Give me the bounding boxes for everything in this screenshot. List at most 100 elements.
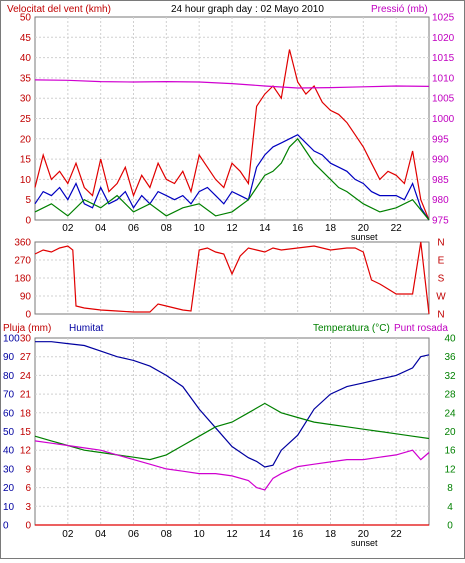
rain-tick-0: 0: [25, 521, 31, 532]
direction-tick-180: 180: [14, 274, 31, 285]
rain-axis-label: Pluja (mm): [3, 323, 51, 334]
x-tick-18: 18: [325, 223, 337, 234]
x-tick-04: 04: [95, 223, 107, 234]
temperature-line: [34, 402, 430, 461]
pressure-tick-1000: 1000: [432, 114, 455, 125]
humidity-tick-30: 30: [3, 464, 15, 475]
temperature-axis-ticks: 0 4 8 12 16 20 24 28 32 36 40: [444, 334, 456, 532]
x-tick-12: 12: [226, 529, 238, 540]
panel3-grid: [35, 338, 429, 525]
wind-tick-20: 20: [20, 134, 32, 145]
temperature-axis-label: Temperatura (°C): [313, 323, 390, 334]
panel1-grid: [35, 17, 429, 220]
direction-tick-360: 360: [14, 238, 31, 249]
chart-title: 24 hour graph day : 02 Mayo 2010: [171, 4, 324, 15]
wind-tick-15: 15: [20, 155, 32, 166]
dewpoint-line: [34, 440, 430, 491]
humidity-axis-ticks: 0 10 20 30 40 50 60 70 80 90 100: [3, 334, 20, 532]
compass-tick-W: W: [436, 292, 446, 303]
wind-tick-30: 30: [20, 94, 32, 105]
dewpoint-axis-label: Punt rosada: [394, 323, 448, 334]
x-tick-08: 08: [161, 529, 173, 540]
wind-average-line: [34, 133, 430, 221]
direction-tick-270: 270: [14, 256, 31, 267]
humidity-tick-60: 60: [3, 408, 15, 419]
rain-tick-15: 15: [20, 427, 32, 438]
wind-tick-35: 35: [20, 73, 32, 84]
x-tick-06: 06: [128, 529, 140, 540]
panel2-grid: [35, 242, 429, 314]
humidity-line: [35, 341, 430, 468]
x-tick-16: 16: [292, 529, 304, 540]
pressure-tick-990: 990: [432, 155, 449, 166]
wind-tick-40: 40: [20, 53, 32, 64]
compass-tick-N: N: [437, 310, 444, 321]
wind-tick-25: 25: [20, 114, 32, 125]
direction-axis-ticks: 0 90 180 270 360: [14, 238, 31, 321]
temp-tick-12: 12: [444, 464, 456, 475]
wind-tick-50: 50: [20, 13, 32, 24]
wind-tick-10: 10: [20, 175, 32, 186]
panel2-series: [34, 241, 430, 315]
x-tick-14: 14: [259, 529, 271, 540]
rain-tick-27: 27: [20, 352, 32, 363]
pressure-tick-1025: 1025: [432, 13, 455, 24]
wind-tick-45: 45: [20, 33, 32, 44]
wind-axis-ticks: 0 5 10 15 20 25 30 35 40 45 50: [20, 13, 32, 227]
wind-tick-5: 5: [25, 195, 31, 206]
x-tick-04: 04: [95, 529, 107, 540]
panel1-series: [34, 49, 430, 221]
humidity-tick-90: 90: [3, 352, 15, 363]
temp-tick-32: 32: [444, 371, 456, 382]
x-tick-02: 02: [62, 529, 74, 540]
x-tick-14: 14: [259, 223, 271, 234]
humidity-axis-label: Humitat: [69, 323, 104, 334]
x-tick-10: 10: [194, 223, 206, 234]
rain-tick-3: 3: [25, 502, 31, 513]
pressure-tick-1020: 1020: [432, 33, 455, 44]
wind-speed-line: [34, 137, 430, 221]
direction-tick-90: 90: [20, 292, 32, 303]
temp-tick-24: 24: [444, 408, 456, 419]
pressure-tick-1015: 1015: [432, 53, 455, 64]
humidity-tick-0: 0: [3, 521, 9, 532]
pressure-tick-975: 975: [432, 216, 449, 227]
humidity-tick-100: 100: [3, 334, 20, 345]
rain-tick-12: 12: [20, 446, 32, 457]
rain-tick-18: 18: [20, 408, 32, 419]
wind-direction-line: [34, 241, 430, 315]
pressure-tick-995: 995: [432, 134, 449, 145]
x-tick-06: 06: [128, 223, 140, 234]
compass-tick-E: E: [438, 256, 445, 267]
x-tick-22: 22: [391, 223, 403, 234]
sunset-label: sunset: [351, 232, 378, 242]
panel3-x-ticks: 02 04 06 08 10 12 14 16 18 20 22: [62, 529, 402, 540]
temp-tick-0: 0: [447, 521, 453, 532]
compass-tick-N: N: [437, 238, 444, 249]
pressure-tick-1010: 1010: [432, 73, 455, 84]
x-tick-16: 16: [292, 223, 304, 234]
x-tick-22: 22: [391, 529, 403, 540]
temp-tick-36: 36: [444, 352, 456, 363]
pressure-axis-label: Pressió (mb): [371, 4, 428, 15]
rain-tick-21: 21: [20, 390, 32, 401]
temp-tick-28: 28: [444, 390, 456, 401]
humidity-tick-20: 20: [3, 483, 15, 494]
direction-tick-0: 0: [25, 310, 31, 321]
humidity-tick-10: 10: [3, 502, 15, 513]
pressure-axis-ticks: 975 980 985 990 995 1000 1005 1010 1015 1020 1025: [432, 13, 455, 227]
x-tick-02: 02: [62, 223, 74, 234]
temp-tick-40: 40: [444, 334, 456, 345]
temp-tick-8: 8: [447, 483, 453, 494]
humidity-tick-50: 50: [3, 427, 15, 438]
panel3-series: [34, 341, 430, 526]
rain-tick-30: 30: [20, 334, 32, 345]
x-tick-12: 12: [226, 223, 238, 234]
wind-gust-line: [34, 49, 430, 221]
rain-axis-ticks: 0 3 6 9 12 15 18 21 24 27 30: [20, 334, 32, 532]
wind-tick-0: 0: [25, 216, 31, 227]
panel1-x-ticks: 02 04 06 08 10 12 14 16 18 20 22: [62, 223, 402, 234]
humidity-tick-80: 80: [3, 371, 15, 382]
